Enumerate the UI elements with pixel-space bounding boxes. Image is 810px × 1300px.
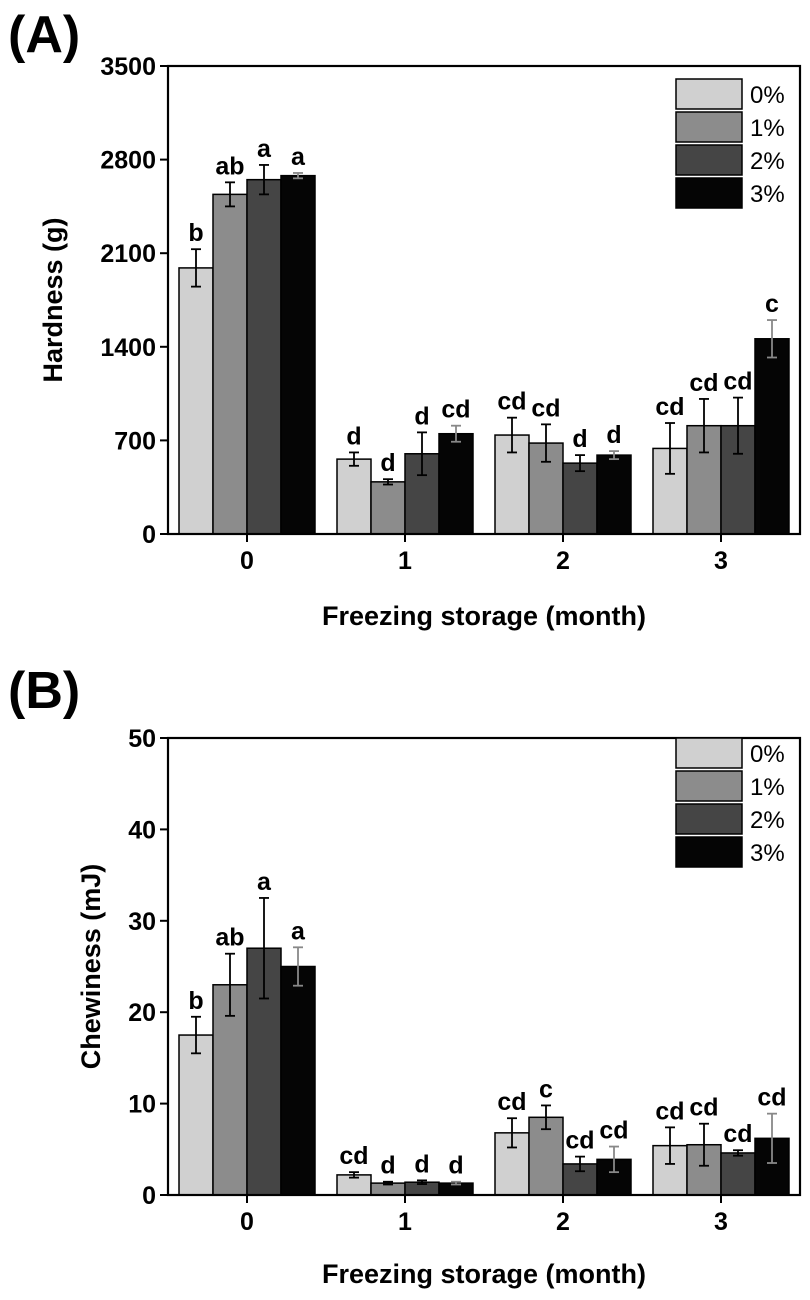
significance-label: cd [757,1084,786,1112]
bar [720,1152,756,1196]
legend-swatch [675,737,743,769]
bar [246,178,282,535]
legend-label: 0% [750,741,785,768]
y-tick-label: 10 [128,1091,156,1119]
x-tick-label: 0 [240,547,254,575]
legend-label: 1% [750,115,785,142]
significance-label: c [539,1075,553,1103]
significance-label: cd [441,396,470,424]
significance-label: a [257,135,272,163]
y-tick-label: 40 [128,816,156,844]
significance-label: cd [723,1120,752,1148]
plot-frame [166,736,802,1197]
y-tick-label: 2100 [100,240,156,268]
significance-label: cd [655,393,684,421]
y-tick-label: 2800 [100,147,156,175]
legend-swatch [675,803,743,835]
x-tick-label: 2 [556,547,570,575]
significance-label: d [380,449,395,477]
significance-label: cd [689,1094,718,1122]
bar [596,454,632,535]
legend-label: 3% [750,840,785,867]
legend-label: 0% [750,82,785,109]
legend-label: 1% [750,774,785,801]
legend-label: 2% [750,807,785,834]
x-tick-label: 1 [398,1208,412,1236]
legend-swatch [675,836,743,868]
bar [370,481,406,535]
x-tick-label: 3 [714,1208,728,1236]
bar [280,965,316,1196]
significance-label: b [188,987,203,1015]
x-tick-label: 1 [398,547,412,575]
x-axis-title: Freezing storage (month) [322,1259,646,1289]
significance-label: d [572,425,587,453]
x-axis-title: Freezing storage (month) [322,601,646,631]
bar [754,338,790,535]
bar [438,432,474,535]
y-tick-label: 700 [114,427,156,455]
significance-label: ab [215,152,244,180]
significance-label: d [448,1152,463,1180]
y-axis-title: Chewiness (mJ) [76,864,106,1070]
y-tick-label: 0 [142,1182,156,1210]
significance-label: c [765,290,779,318]
significance-label: d [414,1150,429,1178]
significance-label: cd [497,388,526,416]
significance-label: cd [599,1117,628,1145]
x-tick-label: 2 [556,1208,570,1236]
legend-swatch [675,111,743,143]
legend-swatch [675,144,743,176]
panel-label: (A) [8,6,80,64]
significance-label: cd [497,1088,526,1116]
y-axis-title: Hardness (g) [38,217,68,382]
bar [336,458,372,535]
legend-swatch [675,78,743,110]
legend-label: 3% [750,181,785,208]
significance-label: d [606,421,621,449]
x-tick-label: 0 [240,1208,254,1236]
y-tick-label: 20 [128,999,156,1027]
y-tick-label: 3500 [100,53,156,81]
significance-label: a [291,143,306,171]
plot-frame [166,64,802,536]
significance-label: cd [723,368,752,396]
legend-swatch [675,177,743,209]
y-tick-label: 30 [128,908,156,936]
significance-label: d [414,402,429,430]
y-tick-label: 50 [128,725,156,753]
y-tick-label: 1400 [100,334,156,362]
bar [280,174,316,535]
legend-swatch [675,770,743,802]
significance-label: d [380,1152,395,1180]
bar [562,462,598,535]
significance-label: a [257,868,272,896]
legend-label: 2% [750,148,785,175]
bar [178,1034,214,1196]
significance-label: d [346,422,361,450]
significance-label: a [291,917,306,945]
significance-label: b [188,219,203,247]
significance-label: cd [689,369,718,397]
significance-label: ab [215,924,244,952]
significance-label: cd [565,1127,594,1155]
significance-label: cd [339,1142,368,1170]
significance-label: cd [531,394,560,422]
significance-label: cd [655,1097,684,1125]
y-tick-label: 0 [142,521,156,549]
bar [178,267,214,535]
x-tick-label: 3 [714,547,728,575]
panel-label: (B) [8,662,80,720]
bar [212,193,248,535]
